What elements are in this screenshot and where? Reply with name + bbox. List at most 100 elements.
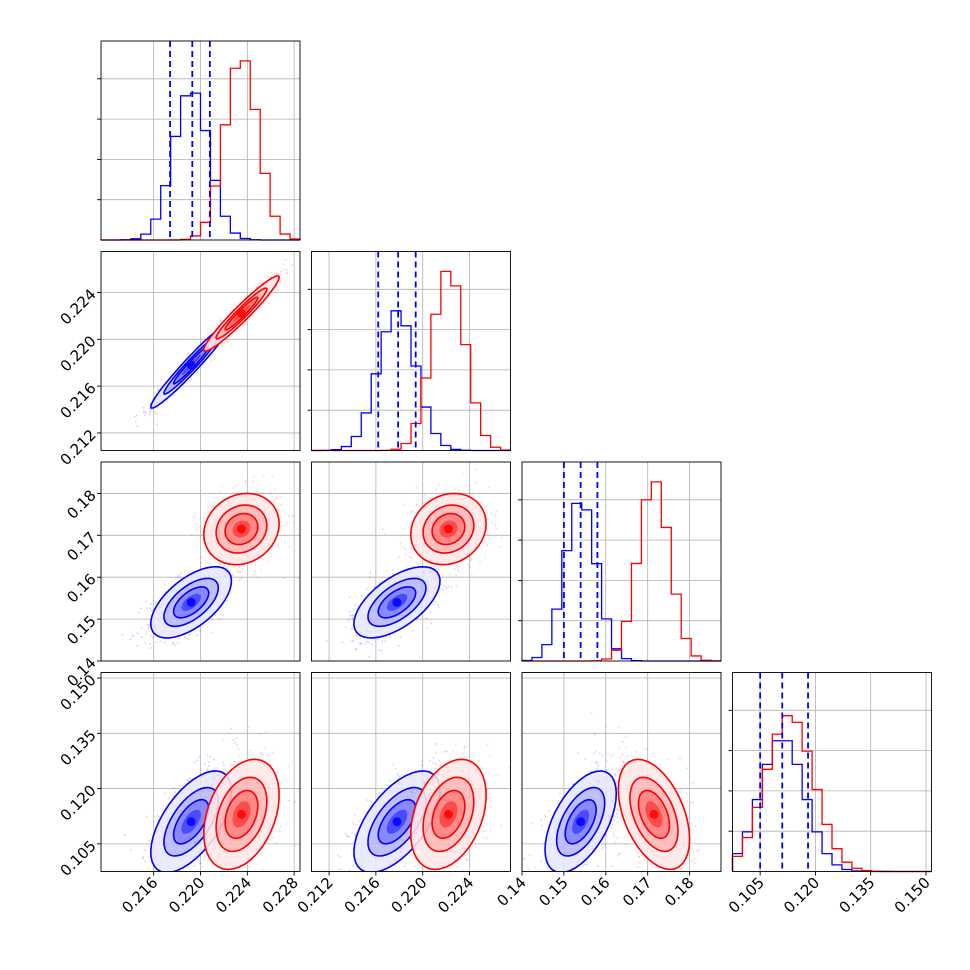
scatter-point [595,763,598,766]
scatter-point [270,555,273,558]
scatter-point [203,856,206,859]
scatter-point [200,768,203,771]
scatter-point [136,644,139,647]
scatter-point [416,503,419,506]
scatter-point [287,514,290,517]
scatter-point [235,737,238,740]
scatter-point [201,533,204,536]
scatter-point [404,548,407,551]
scatter-point [290,263,293,266]
scatter-point [395,767,397,770]
scatter-point [291,515,294,518]
scatter-point [257,282,260,285]
scatter-point [209,755,212,758]
scatter-point [167,877,169,879]
density-peak-blue [186,360,196,370]
density-peak-blue [576,817,586,827]
scatter-point [486,544,489,547]
histogram-panel [307,251,512,452]
scatter-point [592,771,595,773]
scatter-point [488,796,491,799]
scatter-point [195,855,198,858]
scatter-point [278,280,281,283]
scatter-point [231,764,234,767]
scatter-point [619,756,622,759]
scatter-point [347,620,350,623]
scatter-point [491,521,493,524]
scatter-point [171,641,174,644]
scatter-point [604,843,607,846]
density-peak-blue [392,817,402,827]
scatter-point [378,582,381,584]
scatter-point [397,773,400,776]
scatter-point [359,642,362,645]
scatter-point [455,585,458,588]
scatter-point [405,831,408,834]
scatter-point [262,302,265,305]
scatter-point [373,585,376,588]
scatter-point [165,400,168,403]
scatter-point [436,573,439,576]
scatter-point [622,741,625,744]
scatter-point [679,757,681,760]
scatter-point [209,562,212,565]
scatter-point [585,863,588,866]
density-peak-red [443,524,453,534]
scatter-point [196,858,199,861]
scatter-point [398,775,401,778]
scatter-point [274,496,277,499]
scatter-point [268,303,271,305]
scatter-point [238,760,241,763]
scatter-point [403,527,405,530]
scatter-point [275,497,278,500]
scatter-point [279,830,282,833]
scatter-point [147,626,150,629]
scatter-point [528,854,531,857]
scatter-point [336,854,339,857]
scatter-point [192,361,195,364]
scatter-point [225,599,228,602]
y-tick-label: 0.17 [63,528,99,564]
scatter-point [231,574,234,577]
scatter-point [621,753,624,756]
scatter-point [391,883,393,885]
scatter-point [276,273,278,276]
scatter-point [410,510,413,513]
scatter-point [206,769,209,772]
scatter-point [365,799,368,802]
scatter-point [613,818,615,821]
scatter-point [159,876,161,878]
scatter-point [347,835,349,838]
scatter-point [371,801,373,804]
scatter-point [283,577,285,580]
scatter-point [199,862,202,865]
scatter-point [457,565,460,568]
scatter-point [191,353,194,356]
scatter-point [252,573,255,576]
scatter-point [281,525,284,528]
scatter-point [271,751,274,754]
scatter-point [194,359,197,362]
scatter-point [486,533,489,536]
scatter-point [415,504,418,507]
scatter-point [667,758,670,761]
scatter-panel [311,461,511,662]
scatter-point [121,633,124,636]
scatter-point [576,883,578,885]
scatter-point [234,760,237,763]
scatter-point [245,320,247,323]
scatter-point [254,570,256,573]
scatter-point [144,848,147,851]
scatter-point [469,558,472,561]
histogram-red [731,715,932,873]
scatter-point [445,750,448,753]
scatter-point [215,496,218,499]
scatter-point [152,636,154,639]
scatter-point [197,356,200,359]
scatter-point [159,640,162,643]
scatter-point [415,561,418,564]
scatter-point [174,644,177,646]
scatter-point [264,731,267,734]
scatter-point [422,571,425,574]
scatter-point [494,523,497,526]
